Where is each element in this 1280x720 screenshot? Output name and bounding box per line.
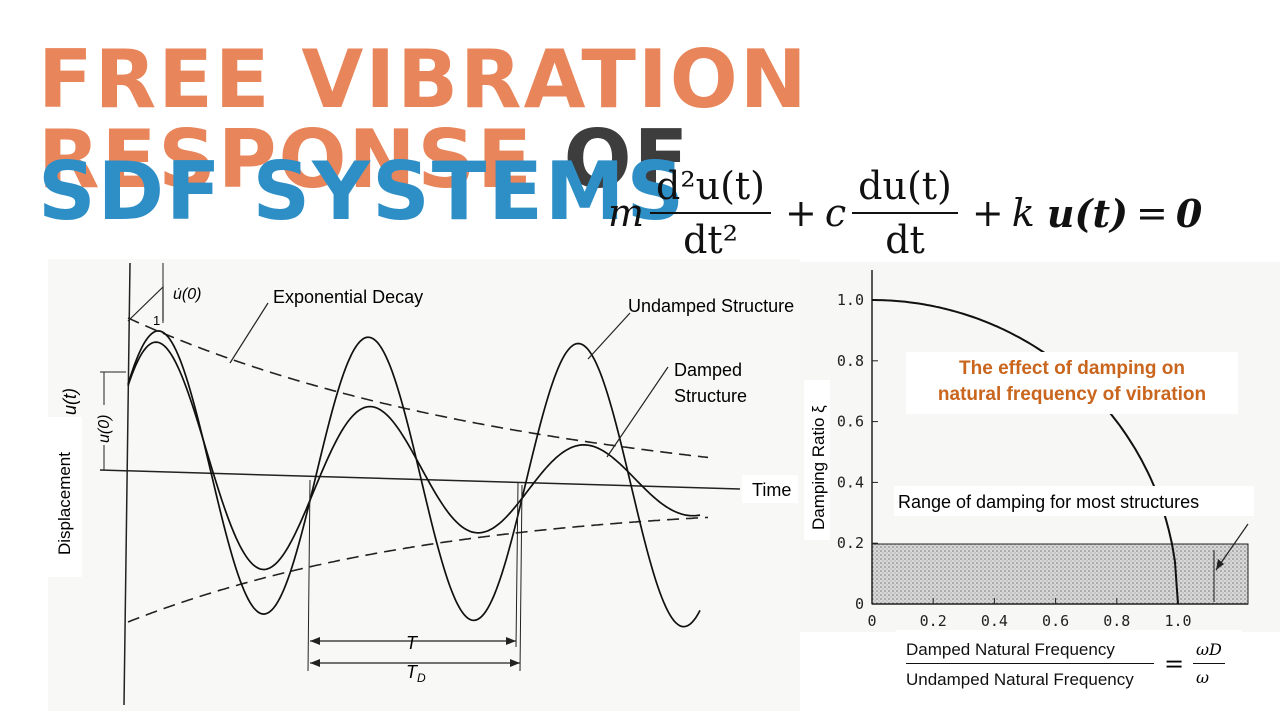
- ratio-denominator: Undamped Natural Frequency: [906, 670, 1134, 689]
- eq-num2: du(t): [852, 164, 958, 214]
- period-T-label: T: [406, 633, 419, 653]
- frequency-ratio-label: Damped Natural Frequency Undamped Natura…: [896, 630, 1242, 696]
- period-tick-T: [515, 482, 519, 648]
- effect-line1: The effect of damping on: [959, 358, 1185, 379]
- y-label-box: [48, 417, 82, 577]
- y-tick-label: 0.2: [837, 534, 864, 552]
- damping-ratio-plot: 0 0.2 0.4 0.6 0.8 1.0 0 0.2 0.4 0.6 0.8 1.0 Damping…: [800, 262, 1280, 632]
- free-vibration-plot: u̇(0) 1 u(0) Displacement u(t) Time Expo…: [48, 259, 800, 711]
- damping-frequency-curve: [872, 299, 1179, 605]
- page-title-line2: SDF SYSTEMS: [38, 145, 687, 238]
- u0-label: u(0): [96, 415, 113, 443]
- eq-damping: c: [824, 191, 847, 235]
- eq-equals: =: [1135, 191, 1168, 235]
- eq-plus1: +: [785, 191, 817, 235]
- omega-d-label: ωD: [1196, 640, 1222, 659]
- right-y-label-box: [804, 380, 830, 540]
- range-label: Range of damping for most structures: [898, 492, 1199, 512]
- damping-effect-callout: The effect of damping on natural frequen…: [906, 352, 1238, 414]
- time-axis: [99, 469, 741, 490]
- plot-background: [48, 259, 800, 711]
- y-axis-label: Displacement: [55, 452, 74, 555]
- eq-disp: u(t): [1046, 190, 1128, 236]
- x-tick-label: 0.8: [1103, 612, 1130, 630]
- exp-decay-label: Exponential Decay: [273, 287, 423, 307]
- range-arrowhead: [1216, 559, 1224, 570]
- time-label-box: [742, 475, 798, 503]
- title-of: OF: [563, 113, 691, 206]
- undamped-curve: [127, 330, 701, 628]
- slope-one-label: 1: [153, 313, 160, 328]
- x-tick-label: 0: [867, 612, 876, 630]
- range-label-box: [894, 486, 1254, 516]
- eq-den2: dt: [885, 218, 925, 262]
- omega-bar: [1193, 663, 1225, 664]
- y-tick-label: 0: [855, 595, 864, 613]
- y-tick-label: 0.6: [837, 413, 864, 431]
- damped-leader: [606, 366, 669, 458]
- y-tick-label: 0.4: [837, 473, 864, 491]
- right-y-axis-label: Damping Ratio ξ: [809, 405, 828, 530]
- period-tick-TD: [519, 484, 523, 672]
- eq-plus2: +: [971, 191, 1004, 235]
- eq-zero: 0: [1175, 190, 1203, 236]
- x-axis-label: Time: [752, 480, 791, 500]
- eq-mass: m: [608, 191, 645, 235]
- eq-num1: d²u(t): [650, 164, 771, 214]
- ratio-numerator: Damped Natural Frequency: [906, 640, 1115, 659]
- y-tick-label: 0.8: [837, 352, 864, 370]
- y-tick-label: 1.0: [837, 291, 864, 309]
- omega-label: ω: [1196, 668, 1210, 687]
- damped-label-line2: Structure: [674, 386, 747, 406]
- damping-range-band: [871, 543, 1249, 605]
- ut-label: u(t): [60, 388, 80, 415]
- eq-vel-fraction: du(t) dt: [852, 164, 958, 262]
- title-main: FREE VIBRATION RESPONSE: [38, 33, 809, 206]
- effect-line2: natural frequency of vibration: [937, 384, 1207, 405]
- eq-den1: dt²: [683, 218, 738, 262]
- equation-of-motion: m d²u(t) dt² + c du(t) dt + k u(t) = 0: [608, 158, 1202, 268]
- x-tick-label: 1.0: [1164, 612, 1191, 630]
- udot0-label: u̇(0): [173, 286, 201, 303]
- damped-label-line1: Damped: [674, 360, 742, 380]
- ratio-bar: [906, 663, 1154, 664]
- y-axis: [123, 262, 131, 706]
- decay-envelope-upper: [127, 317, 709, 459]
- exp-decay-leader: [229, 302, 269, 364]
- page-title-line1: FREE VIBRATION RESPONSE OF: [38, 40, 1280, 200]
- eq-stiffness: k: [1011, 191, 1035, 235]
- x-tick-label: 0.4: [981, 612, 1008, 630]
- undamped-leader: [587, 312, 631, 360]
- damped-curve: [127, 341, 701, 571]
- period-tick-start: [307, 479, 311, 672]
- eq-accel-fraction: d²u(t) dt²: [650, 164, 771, 262]
- ratio-equals: =: [1164, 650, 1185, 678]
- x-tick-label: 0.2: [920, 612, 947, 630]
- decay-envelope-lower: [127, 516, 709, 623]
- x-tick-label: 0.6: [1042, 612, 1069, 630]
- undamped-label: Undamped Structure: [628, 296, 794, 316]
